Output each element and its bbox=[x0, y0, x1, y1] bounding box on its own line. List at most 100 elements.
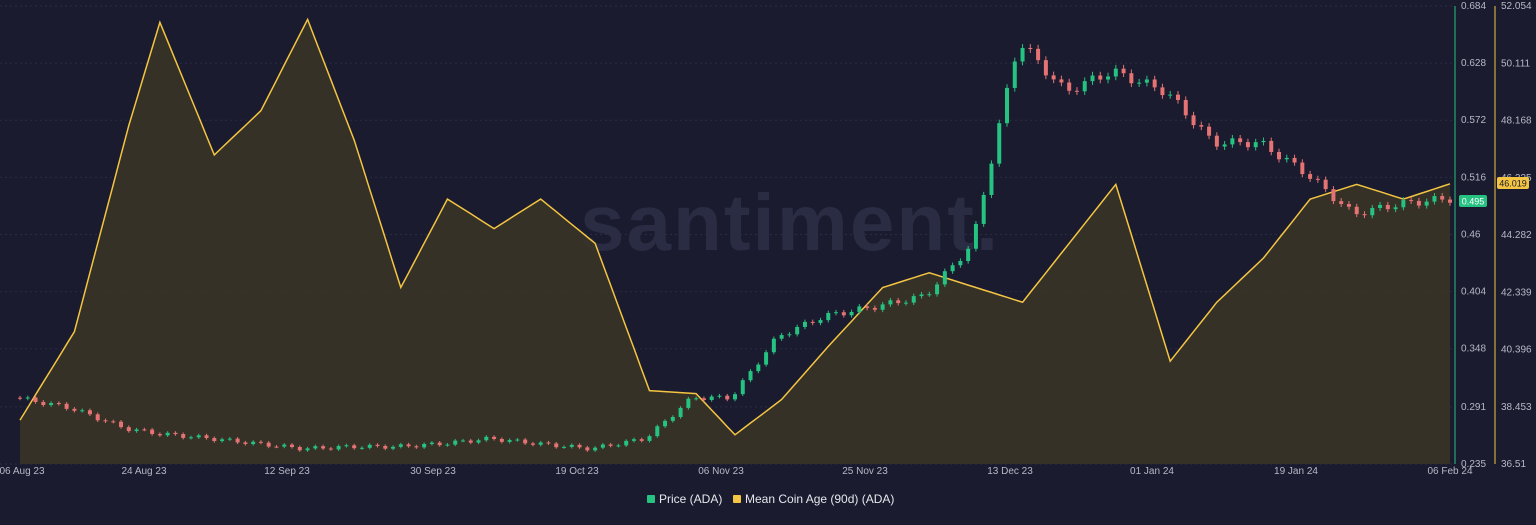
candle-body bbox=[1277, 151, 1282, 160]
price-candle bbox=[429, 441, 434, 446]
price-tick-label: 0.404 bbox=[1461, 287, 1486, 298]
legend-coin-age-swatch bbox=[733, 495, 741, 503]
x-tick-label: 13 Dec 23 bbox=[987, 466, 1033, 477]
price-candle bbox=[585, 445, 590, 452]
price-candle bbox=[624, 439, 629, 447]
price-candle bbox=[282, 443, 287, 449]
candle-body bbox=[562, 446, 567, 448]
candle-body bbox=[997, 123, 1002, 164]
price-candle bbox=[709, 394, 714, 402]
price-candle bbox=[764, 350, 769, 367]
coin-age-tick-label: 40.396 bbox=[1501, 345, 1532, 356]
candle-body bbox=[157, 434, 162, 436]
candle-body bbox=[639, 439, 644, 441]
candle-body bbox=[857, 306, 862, 312]
price-candle bbox=[1129, 69, 1134, 87]
candle-body bbox=[523, 439, 528, 444]
candle-body bbox=[709, 396, 714, 400]
candle-body bbox=[453, 440, 458, 445]
candle-body bbox=[119, 421, 124, 428]
candle-body bbox=[25, 397, 30, 399]
candle-body bbox=[476, 440, 481, 443]
price-candle bbox=[41, 400, 46, 407]
candle-body bbox=[499, 438, 504, 442]
price-tick-label: 0.572 bbox=[1461, 115, 1486, 126]
candle-body bbox=[344, 445, 349, 447]
coin-age-tick-label: 36.51 bbox=[1501, 459, 1526, 470]
candle-body bbox=[1059, 79, 1064, 83]
candle-body bbox=[227, 438, 232, 440]
price-candle bbox=[1416, 197, 1421, 209]
price-candle bbox=[468, 438, 473, 445]
candle-body bbox=[95, 414, 100, 421]
candle-body bbox=[87, 410, 92, 415]
x-tick-label: 24 Aug 23 bbox=[121, 466, 166, 477]
candle-body bbox=[375, 444, 380, 446]
price-candle bbox=[1183, 96, 1188, 119]
price-candle bbox=[530, 441, 535, 447]
price-candle bbox=[1090, 71, 1095, 85]
price-candle bbox=[367, 443, 372, 450]
price-candle bbox=[1168, 90, 1173, 99]
candle-body bbox=[33, 397, 38, 402]
price-candle bbox=[25, 395, 30, 401]
x-axis-ticks: 06 Aug 23 24 Aug 23 12 Sep 23 30 Sep 23 19 O… bbox=[0, 466, 1473, 477]
price-candle bbox=[577, 443, 582, 449]
candle-body bbox=[1214, 135, 1219, 147]
candle-body bbox=[577, 444, 582, 448]
candle-body bbox=[655, 426, 660, 437]
candle-body bbox=[1440, 196, 1445, 200]
candle-body bbox=[173, 432, 178, 435]
price-candle bbox=[1082, 77, 1087, 95]
price-candle bbox=[266, 441, 271, 449]
price-candle bbox=[290, 443, 295, 449]
x-tick-label: 30 Sep 23 bbox=[410, 466, 456, 477]
price-candle bbox=[795, 324, 800, 337]
legend-coin-age-label: Mean Coin Age (90d) (ADA) bbox=[745, 492, 894, 506]
price-candle bbox=[818, 317, 823, 326]
price-candle bbox=[188, 435, 193, 440]
coin-age-tick-label: 44.282 bbox=[1501, 230, 1532, 241]
coin-age-badge: 46.019 bbox=[1497, 177, 1529, 189]
price-candle bbox=[406, 442, 411, 448]
price-candle bbox=[600, 442, 605, 450]
candle-body bbox=[150, 429, 155, 435]
x-tick-label: 19 Jan 24 bbox=[1274, 466, 1318, 477]
candle-body bbox=[1331, 189, 1336, 202]
candle-body bbox=[1409, 200, 1414, 202]
price-candle bbox=[1214, 132, 1219, 150]
candle-body bbox=[958, 261, 963, 266]
price-candle bbox=[119, 419, 124, 429]
legend-item-coin-age[interactable]: Mean Coin Age (90d) (ADA) bbox=[733, 492, 894, 506]
price-axis-ticks: 0.684 0.628 0.572 0.516 0.46 0.404 0.348 0.291 0… bbox=[1461, 1, 1486, 470]
price-candle bbox=[142, 427, 147, 432]
candle-body bbox=[1362, 214, 1367, 216]
x-tick-label: 06 Feb 24 bbox=[1427, 466, 1472, 477]
candle-body bbox=[810, 321, 815, 323]
candle-body bbox=[429, 442, 434, 445]
price-candle bbox=[631, 437, 636, 443]
price-candle bbox=[1284, 154, 1289, 163]
coin-age-tick-label: 42.339 bbox=[1501, 287, 1532, 298]
price-candle bbox=[1424, 198, 1429, 209]
candle-body bbox=[927, 294, 932, 296]
price-candle bbox=[849, 309, 854, 318]
candle-body bbox=[1253, 142, 1258, 148]
price-candle bbox=[958, 258, 963, 268]
candle-body bbox=[103, 420, 108, 422]
price-candle bbox=[212, 436, 217, 443]
candle-body bbox=[1137, 82, 1142, 84]
candle-body bbox=[1401, 200, 1406, 208]
candle-body bbox=[1323, 179, 1328, 190]
price-candle bbox=[80, 408, 85, 413]
candle-body bbox=[1160, 87, 1165, 96]
price-candle bbox=[826, 310, 831, 323]
candle-body bbox=[1292, 157, 1297, 163]
candle-body bbox=[1199, 125, 1204, 127]
candle-body bbox=[624, 440, 629, 446]
coin-age-tick-label: 38.453 bbox=[1501, 402, 1532, 413]
price-candle bbox=[1043, 56, 1048, 80]
price-candle bbox=[1378, 201, 1383, 211]
legend-item-price[interactable]: Price (ADA) bbox=[647, 492, 722, 506]
candle-body bbox=[367, 444, 372, 448]
